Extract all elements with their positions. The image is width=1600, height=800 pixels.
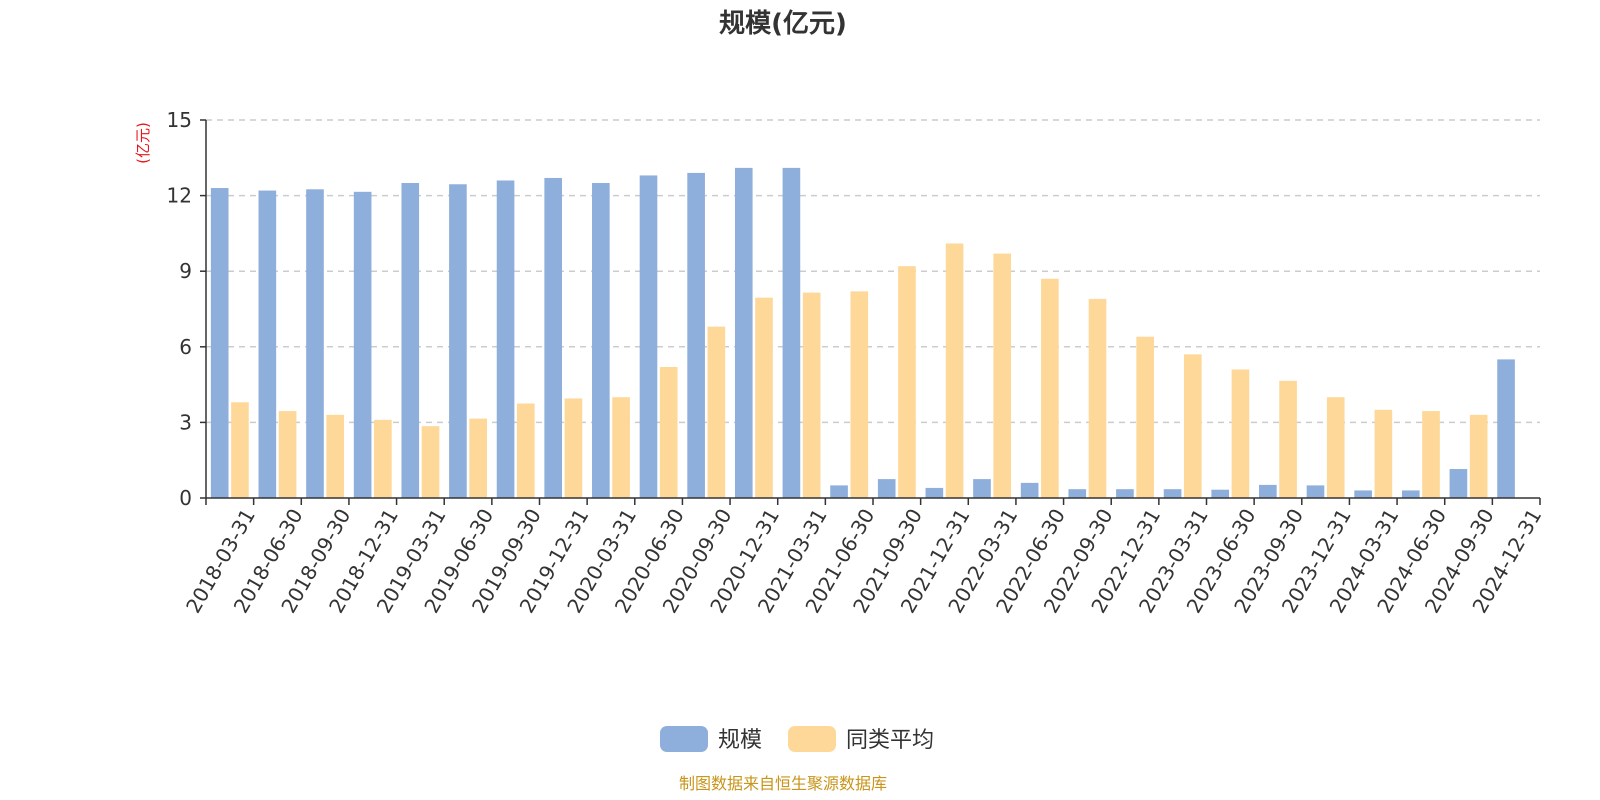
bar-scale (1401, 490, 1420, 498)
y-tick-label: 9 (179, 259, 192, 283)
bar-scale (973, 479, 991, 498)
bar-peer-average (1374, 409, 1393, 498)
bar-scale (1306, 485, 1325, 498)
y-tick-label: 3 (179, 410, 192, 434)
bar-scale (1449, 469, 1468, 498)
bar-scale (496, 180, 515, 499)
bar-peer-average (707, 326, 726, 498)
chart-title: 规模(亿元) (719, 9, 847, 39)
bar-peer-average (612, 397, 630, 498)
legend-label-scale: 规模 (718, 728, 762, 753)
bar-scale (1211, 489, 1230, 498)
bar-peer-average (516, 403, 535, 498)
bar-scale (1354, 490, 1372, 498)
bar-scale (1259, 484, 1277, 498)
legend-swatch-peer-average (788, 726, 836, 752)
bar-peer-average (469, 418, 487, 498)
bar-peer-average (898, 266, 916, 498)
y-axis-unit-label: (亿元) (134, 122, 152, 164)
bar-peer-average (802, 292, 821, 498)
bar-peer-average (564, 398, 583, 498)
bar-scale (592, 183, 610, 498)
bar-peer-average (1279, 380, 1297, 498)
bar-peer-average (1469, 414, 1488, 498)
bar-scale (830, 485, 848, 498)
bar-scale (734, 167, 753, 498)
bar-peer-average (1422, 411, 1440, 498)
bar-scale (353, 191, 372, 498)
bar-peer-average (850, 291, 869, 498)
grid-lines (206, 119, 1540, 424)
bar-scale (1116, 489, 1134, 498)
bar-scale (544, 177, 563, 498)
bar-scale (449, 184, 467, 498)
legend-swatch-scale (660, 726, 708, 752)
bar-peer-average (945, 243, 964, 498)
bar-peer-average (1088, 298, 1107, 498)
y-tick-label: 0 (179, 486, 192, 510)
bar-peer-average (326, 414, 345, 498)
bar-peer-average (1183, 354, 1202, 498)
bar-scale (687, 172, 705, 499)
bar-peer-average (231, 402, 249, 498)
y-tick-label: 15 (167, 108, 192, 132)
bar-scale (925, 487, 944, 498)
bar-scale (1497, 359, 1515, 498)
bar-peer-average (278, 411, 297, 498)
bar-peer-average (1231, 369, 1250, 498)
legend-label-peer-average: 同类平均 (846, 728, 934, 753)
bar-scale (1163, 489, 1182, 498)
legend: 规模 同类平均 (660, 726, 934, 753)
bar-scale (639, 175, 658, 498)
bar-peer-average (374, 419, 392, 498)
bar-peer-average (1136, 336, 1154, 498)
bar-scale (877, 479, 896, 498)
bar-scale (1020, 482, 1039, 498)
bar-peer-average (659, 366, 678, 498)
bar-peer-average (421, 426, 440, 498)
y-tick-label: 12 (167, 184, 192, 208)
data-source-note: 制图数据来自恒生聚源数据库 (679, 774, 887, 793)
bar-scale (401, 183, 420, 498)
bar-peer-average (1041, 278, 1059, 498)
bar-scale (210, 188, 229, 499)
bar-scale (1068, 489, 1087, 498)
bar-scale (306, 189, 324, 499)
y-tick-label: 6 (179, 335, 192, 359)
bars (210, 167, 1515, 499)
bar-scale (782, 167, 801, 498)
bar-peer-average (1326, 397, 1345, 498)
bar-scale (258, 190, 277, 498)
bar-peer-average (755, 297, 773, 498)
bar-peer-average (993, 253, 1012, 498)
